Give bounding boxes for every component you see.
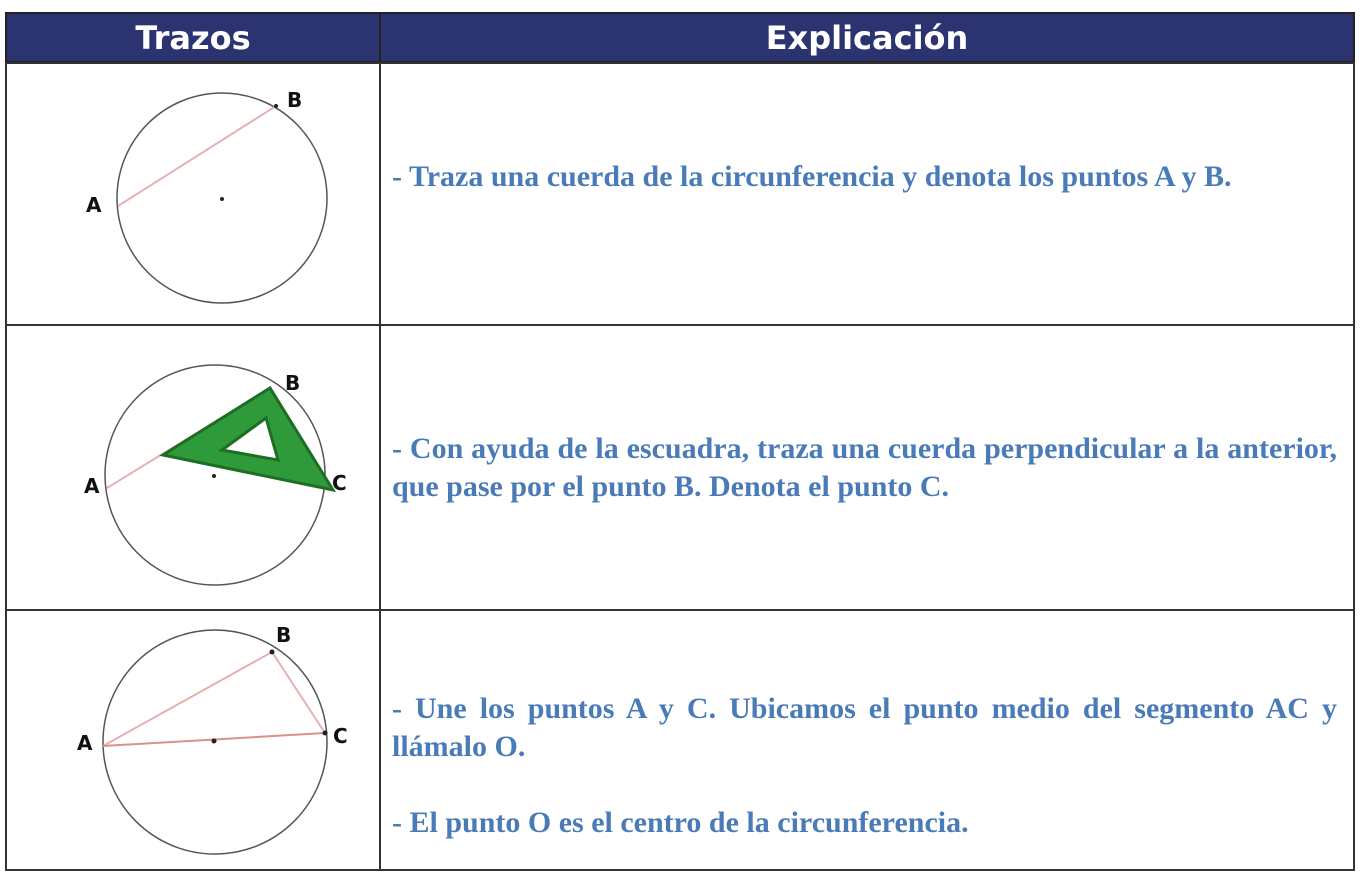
point [322,730,328,736]
center-dot [212,474,216,478]
paragraph: - El punto O es el centro de la circunfe… [392,806,969,839]
header-cell: Trazos [5,12,381,63]
paragraph: - Une los puntos A y C. Ubicamos el punt… [392,692,1337,763]
point-label: B [276,623,291,647]
circle [102,629,328,855]
point-label: B [285,371,300,395]
point [269,649,275,655]
explanation: - Une los puntos A y C. Ubicamos el punt… [392,690,1337,880]
paragraph: - Con ayuda de la escuadra, traza una cu… [392,432,1337,503]
circle [116,92,328,304]
point-label: C [332,471,347,495]
point-label: B [287,88,302,112]
point-label: A [84,474,100,498]
center-dot [220,197,224,201]
explanation: - Traza una cuerda de la circunferencia … [392,158,1337,234]
point-label: A [86,193,102,217]
explanation: - Con ayuda de la escuadra, traza una cu… [392,430,1337,544]
center-dot [211,738,217,744]
chord [117,105,277,207]
paragraph: - Traza una cuerda de la circunferencia … [392,160,1232,193]
point-label: C [333,724,348,748]
point-label: A [77,731,93,755]
chord [271,651,326,734]
point [274,104,278,108]
chord [102,651,273,747]
set-square-hole [218,415,281,462]
